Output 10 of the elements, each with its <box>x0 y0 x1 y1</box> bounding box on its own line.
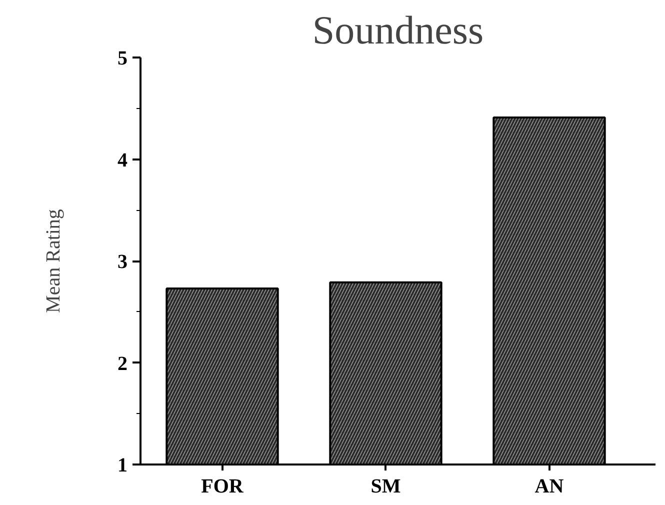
x-tick-label: AN <box>534 476 564 498</box>
y-tick-label: 1 <box>118 454 128 476</box>
y-tick-label: 4 <box>118 149 128 172</box>
x-tick-label: SM <box>370 476 401 498</box>
x-tick-label: FOR <box>201 476 244 498</box>
y-tick-label: 2 <box>118 352 128 375</box>
y-tick-label: 3 <box>118 251 128 273</box>
y-axis-title: Mean Rating <box>42 209 64 313</box>
chart-title: Soundness <box>312 8 484 52</box>
y-tick-label: 5 <box>118 48 128 70</box>
